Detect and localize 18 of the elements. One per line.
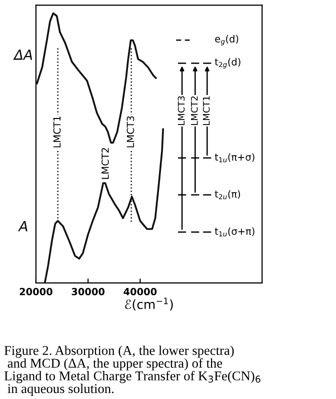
x-tick-label: 20000	[20, 288, 52, 296]
ref-line-label: LMCT3	[126, 116, 134, 148]
x-tick-label: 30000	[72, 288, 105, 296]
x-tick-label: 40000	[124, 288, 157, 296]
text: A	[18, 221, 28, 232]
annotation: LMCT2	[102, 148, 109, 179]
annotation: t$_{1u}$(π+σ)	[214, 153, 254, 162]
annotation: t$_{2g}$(d)	[214, 58, 240, 68]
text: Figure 2. Absorption (A, the lower spectra) and MCD (ΔA, the upper spectra) of the Ligand to Metal Charge Transfer of K$_{3}$Fe(CN)$_{6}$ in aqueous solution.	[4, 346, 260, 396]
annotation: e$_{g}$(d)	[215, 34, 238, 46]
text: ΔA	[13, 50, 32, 60]
annotation: LMCT1	[202, 96, 210, 126]
annotation: t$_{2u}$(π)	[214, 190, 240, 200]
annotation: LMCT3	[178, 96, 185, 126]
annotation: t$_{1u}$(σ+π)	[214, 227, 254, 236]
x-axis-title: ℰ(cm$^{−1}$)	[125, 298, 173, 311]
ref-line-label: LMCT1	[53, 116, 61, 148]
annotation: LMCT2	[190, 96, 198, 126]
